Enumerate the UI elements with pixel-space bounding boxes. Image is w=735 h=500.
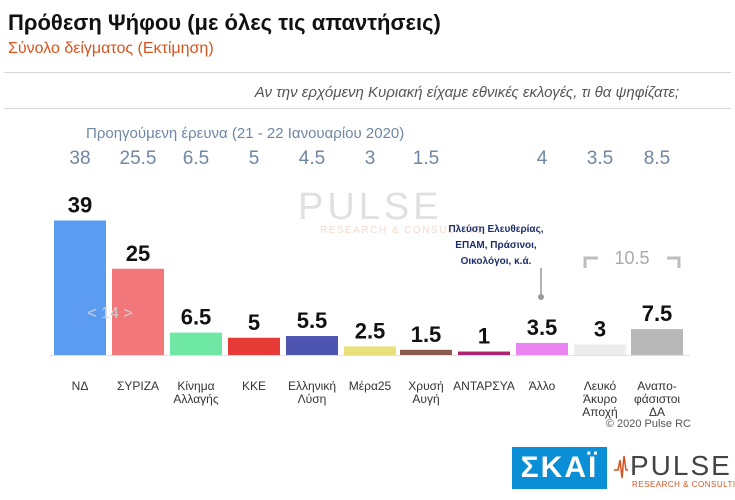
bar <box>344 346 396 355</box>
data-label: 7.5 <box>642 301 673 326</box>
category-label: Λευκό Άκυρο Αποχή <box>582 379 617 419</box>
bar <box>112 268 164 355</box>
data-label: 1 <box>478 324 490 349</box>
previous-value-label: 4.5 <box>299 148 325 169</box>
category-label: Χρυσή Αυγή <box>408 379 443 406</box>
data-label: 5.5 <box>297 308 328 333</box>
divider <box>4 72 731 73</box>
previous-value-label: 8.5 <box>644 148 670 169</box>
category-label: ΚΚΕ <box>242 379 266 393</box>
previous-value-label: 3 <box>365 148 376 169</box>
data-label: 5 <box>248 310 260 335</box>
bar <box>631 329 683 355</box>
copyright-text: © 2020 Pulse RC <box>605 418 691 430</box>
previous-value-label: 38 <box>69 148 90 169</box>
bar <box>170 332 222 355</box>
annotation-pointer-dot <box>538 294 544 300</box>
data-label: 3.5 <box>527 315 558 340</box>
category-label: Μέρα25 <box>349 379 392 393</box>
category-label: ΣΥΡΙΖΑ <box>117 379 159 393</box>
category-label: Άλλο <box>529 379 556 393</box>
bracket-annotation <box>583 256 681 268</box>
category-label: ΑΝΤΑΡΣΥΑ <box>453 379 515 393</box>
data-label: 3 <box>594 317 606 342</box>
previous-value-label: 3.5 <box>587 148 613 169</box>
bar <box>286 336 338 355</box>
bar <box>574 344 626 355</box>
bar <box>516 342 568 355</box>
previous-value-label: 6.5 <box>183 148 209 169</box>
pulse-logo-text: PULSE <box>630 450 732 481</box>
other-annotation: Πλεύση Ελευθερίας, ΕΠΑΜ, Πράσινοι, Οικολόγ… <box>448 224 543 267</box>
data-label: 2.5 <box>355 318 386 343</box>
previous-survey-label: Προηγούμενη έρευνα (21 - 22 Ιανουαρίου 2… <box>86 125 405 142</box>
survey-question: Αν την ερχόμενη Κυριακή είχαμε εθνικές ε… <box>254 84 679 101</box>
previous-value-label: 5 <box>249 148 260 169</box>
skai-logo: ΣΚΑΪ <box>512 447 607 489</box>
data-label: 6.5 <box>181 305 212 330</box>
data-label: 39 <box>68 192 92 217</box>
bracket-total-label: 10.5 <box>614 248 649 268</box>
pulse-watermark: PULSE RESEARCH & CONSULTING <box>298 186 484 236</box>
chart-subtitle: Σύνολο δείγματος (Εκτίμηση) <box>8 40 214 57</box>
bar <box>228 337 280 355</box>
previous-value-label: 1.5 <box>413 148 439 169</box>
bar <box>400 349 452 355</box>
pulse-wave-icon <box>614 455 628 479</box>
bar <box>54 220 106 355</box>
category-label: Ελληνική Λύση <box>288 379 336 406</box>
category-label: Κίνημα Αλλαγής <box>173 379 218 406</box>
watermark-brand: PULSE <box>298 186 443 228</box>
previous-value-label: 4 <box>537 148 548 169</box>
data-label: 25 <box>126 241 150 266</box>
bar <box>458 351 510 355</box>
pulse-logo: PULSE RESEARCH & CONSULTING <box>614 450 735 490</box>
divider <box>4 108 731 109</box>
chart-title: Πρόθεση Ψήφου (με όλες τις απαντήσεις) <box>8 10 441 35</box>
watermark-tagline: RESEARCH & CONSULTING <box>320 225 485 236</box>
previous-value-label: 25.5 <box>120 148 157 169</box>
category-label: ΝΔ <box>72 379 89 393</box>
data-label: 1.5 <box>411 322 442 347</box>
pulse-logo-tagline: RESEARCH & CONSULTING <box>632 480 735 489</box>
gap-annotation: < 14 > <box>87 305 132 322</box>
category-label: Αναπο-φάσιστοι ΔΑ <box>634 379 680 419</box>
